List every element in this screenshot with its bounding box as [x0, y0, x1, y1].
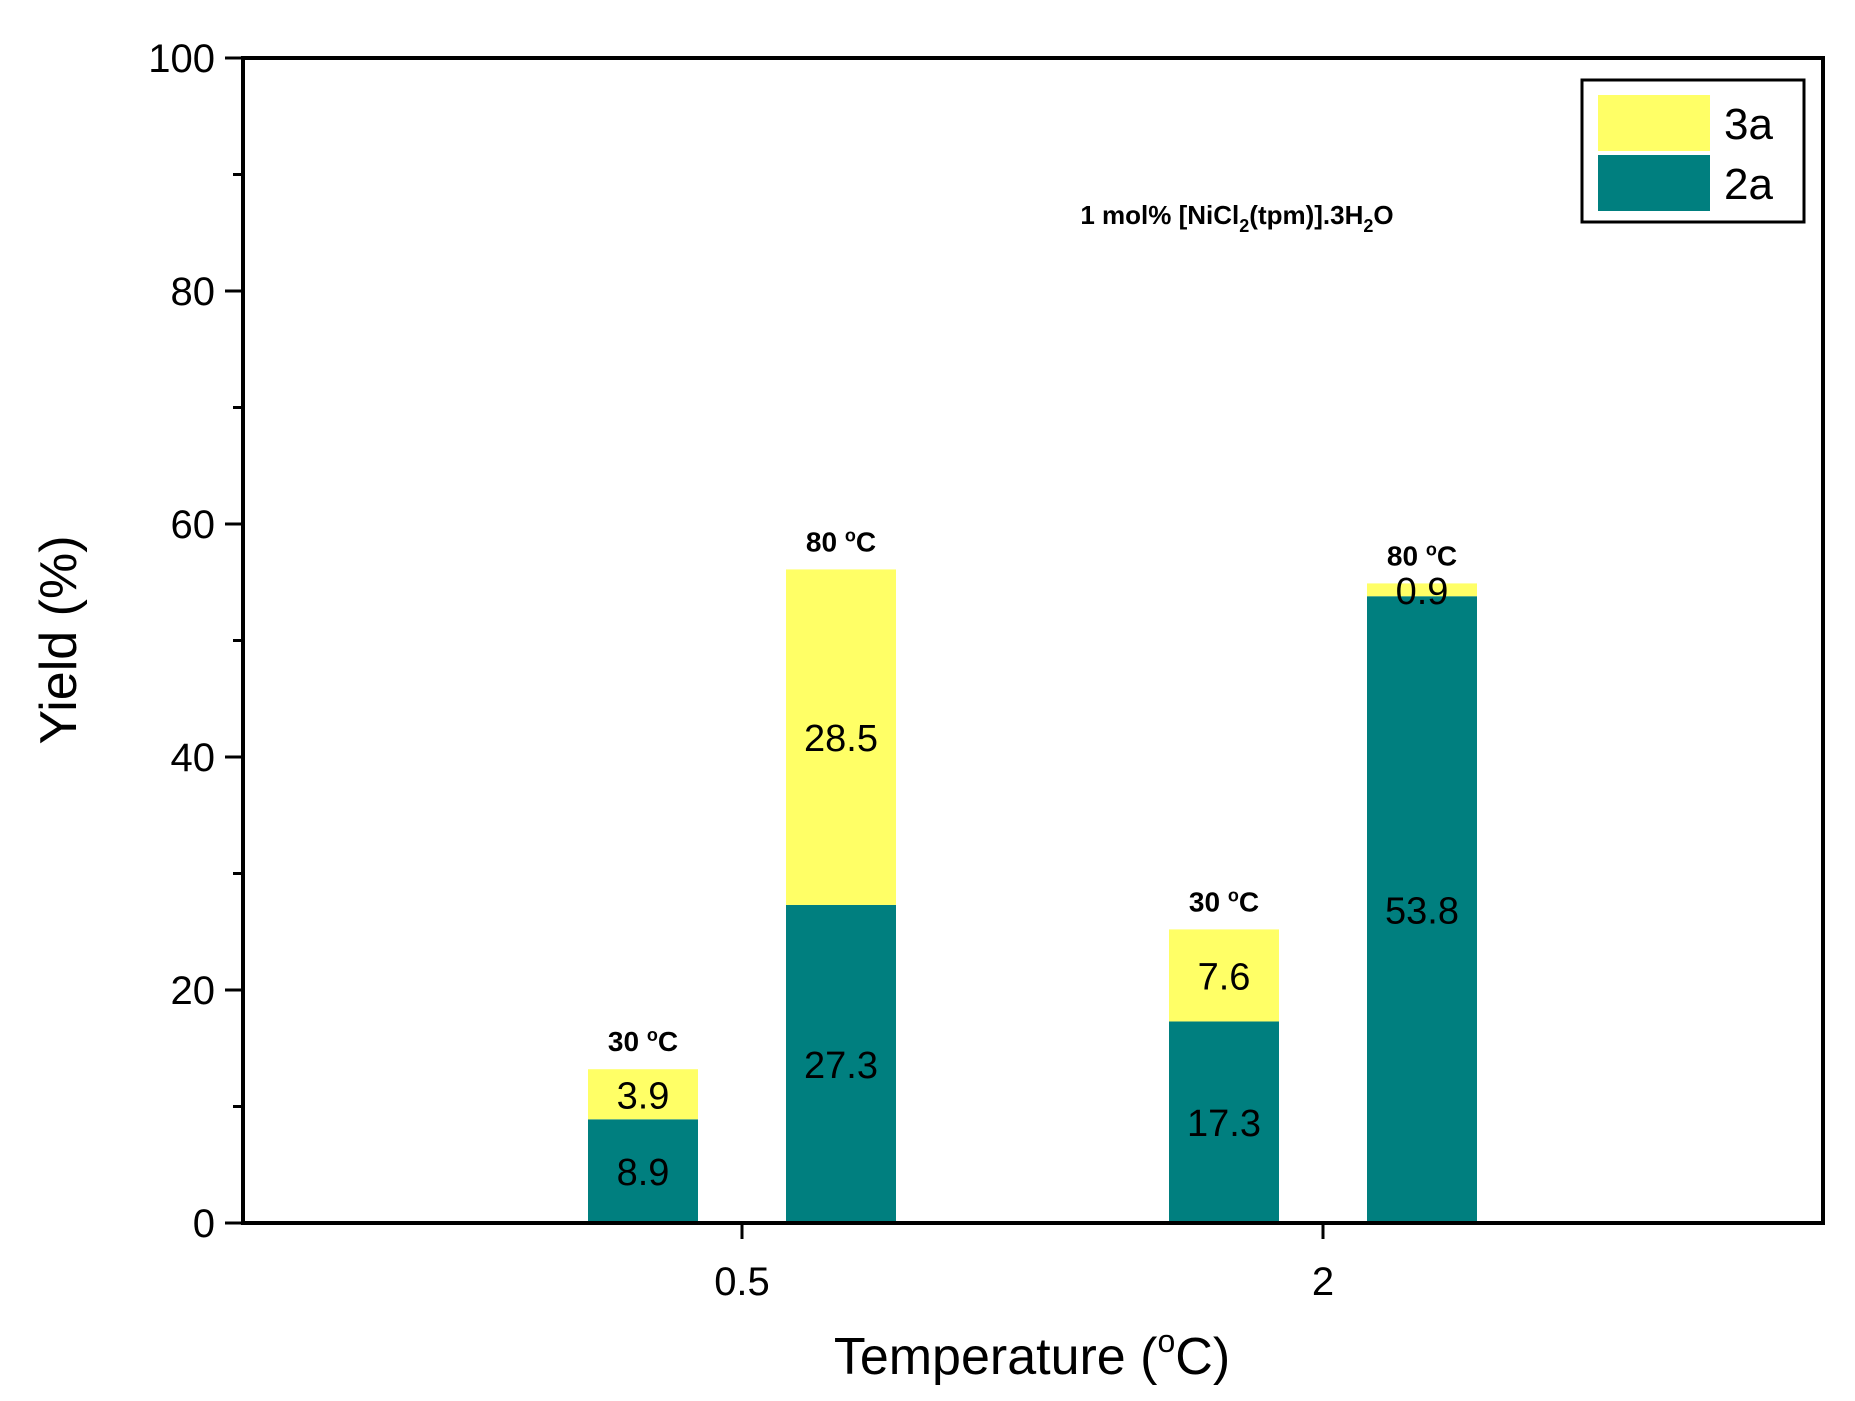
x-tick-label: 0.5: [714, 1260, 770, 1304]
y-tick-label: 20: [171, 969, 216, 1013]
value-label-3a: 28.5: [804, 718, 878, 760]
bar-segment-3a: [786, 569, 896, 905]
y-tick-label: 0: [193, 1202, 215, 1246]
legend-label-2a: 2a: [1724, 160, 1773, 209]
value-label-2a: 27.3: [804, 1045, 878, 1087]
legend: 3a 2a: [1580, 78, 1806, 224]
bar-segment-3a: [588, 1069, 698, 1120]
plot-frame: [241, 56, 1825, 1225]
x-axis-ticks: 0.5 2: [714, 1223, 1334, 1304]
y-tick-label: 40: [171, 736, 216, 780]
y-tick-label: 80: [171, 270, 216, 314]
bars-layer: 8.9 3.9 30 oC 27.3 28.5 80 oC 17.3 7.6 30 oC 53.8…: [588, 525, 1477, 1223]
x-axis-title: Temperature (oC): [834, 1323, 1230, 1386]
y-axis-title: Yield (%): [30, 535, 88, 744]
x-tick-label: 2: [1312, 1260, 1334, 1304]
bar-segment-3a: [1367, 583, 1477, 597]
bar-temperature-label: 30 oC: [1189, 885, 1259, 917]
y-tick-label: 100: [148, 37, 215, 81]
legend-label-3a: 3a: [1724, 100, 1773, 149]
bar-segment-3a: [1169, 929, 1279, 1022]
bar-segment-2a: [1367, 596, 1477, 1223]
bar-segment-2a: [1169, 1021, 1279, 1223]
value-label-3a: 0.9: [1396, 571, 1449, 613]
value-label-2a: 53.8: [1385, 891, 1459, 933]
legend-swatch-2a: [1598, 155, 1710, 211]
legend-swatch-3a: [1598, 95, 1710, 151]
bar-segment-2a: [786, 904, 896, 1223]
y-tick-label: 60: [171, 503, 216, 547]
x-axis-title-superscript: o: [1158, 1323, 1176, 1359]
bar-segment-2a: [588, 1119, 698, 1223]
catalyst-annotation: 1 mol% [NiCl2(tpm)].3H2O: [1080, 200, 1393, 236]
value-label-3a: 7.6: [1198, 956, 1251, 998]
bar-temperature-label: 80 oC: [1387, 539, 1457, 571]
bar-temperature-label: 80 oC: [806, 525, 876, 557]
value-label-2a: 8.9: [617, 1152, 670, 1194]
value-label-2a: 17.3: [1187, 1103, 1261, 1145]
value-label-3a: 3.9: [617, 1075, 670, 1117]
bar-temperature-label: 30 oC: [608, 1025, 678, 1057]
